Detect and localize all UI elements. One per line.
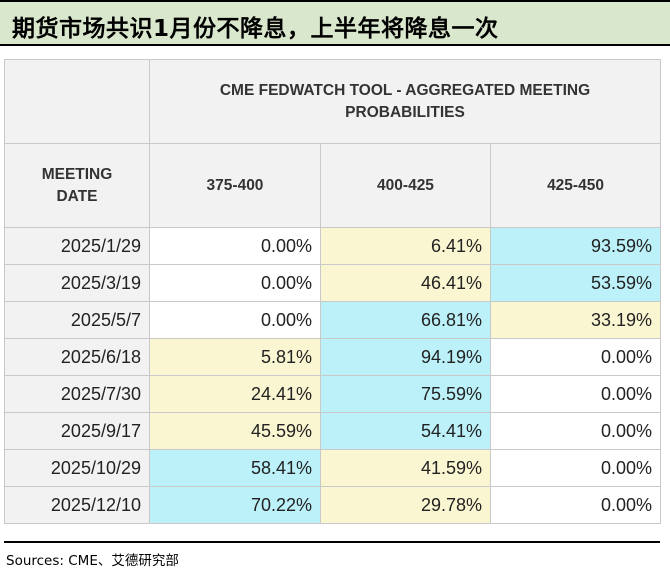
probability-cell: 46.41% xyxy=(320,264,491,302)
probability-cell: 41.59% xyxy=(320,449,491,487)
meeting-date-header: MEETING DATE xyxy=(4,143,150,228)
meeting-date-cell: 2025/6/18 xyxy=(4,338,150,376)
probability-cell: 6.41% xyxy=(320,227,491,265)
probability-cell: 0.00% xyxy=(489,412,662,450)
probability-cell: 0.00% xyxy=(149,301,321,339)
probability-cell: 5.81% xyxy=(149,338,321,376)
table-row: 2025/9/17 45.59% 54.41% 0.00% xyxy=(4,412,662,450)
fedwatch-table-container: CME FEDWATCH TOOL - AGGREGATED MEETING P… xyxy=(4,59,662,524)
column-header: 425-450 xyxy=(489,143,662,228)
column-header: 400-425 xyxy=(320,143,491,228)
meeting-date-cell: 2025/1/29 xyxy=(4,227,150,265)
table-row: 2025/10/29 58.41% 41.59% 0.00% xyxy=(4,449,662,487)
table-row: 2025/5/7 0.00% 66.81% 33.19% xyxy=(4,301,662,339)
probability-cell: 0.00% xyxy=(489,338,662,376)
meeting-date-cell: 2025/7/30 xyxy=(4,375,150,413)
meeting-date-cell: 2025/10/29 xyxy=(4,449,150,487)
probability-cell: 33.19% xyxy=(489,301,662,339)
column-header: 375-400 xyxy=(149,143,321,228)
probability-cell: 0.00% xyxy=(149,227,321,265)
probability-cell: 75.59% xyxy=(320,375,491,413)
meeting-date-cell: 2025/3/19 xyxy=(4,264,150,302)
probability-cell: 70.22% xyxy=(149,486,321,524)
probability-cell: 24.41% xyxy=(149,375,321,413)
probability-cell: 54.41% xyxy=(320,412,491,450)
title-bar: 期货市场共识1月份不降息，上半年将降息一次 xyxy=(0,0,670,46)
page-title: 期货市场共识1月份不降息，上半年将降息一次 xyxy=(12,16,499,42)
meeting-date-header-line2: DATE xyxy=(56,187,98,205)
source-note: Sources: CME、艾德研究部 xyxy=(6,553,179,569)
probability-cell: 66.81% xyxy=(320,301,491,339)
probability-cell: 45.59% xyxy=(149,412,321,450)
table-row: 2025/1/29 0.00% 6.41% 93.59% xyxy=(4,227,662,265)
table-row: 2025/6/18 5.81% 94.19% 0.00% xyxy=(4,338,662,376)
corner-cell xyxy=(4,59,150,144)
probability-cell: 0.00% xyxy=(149,264,321,302)
table-row: 2025/7/30 24.41% 75.59% 0.00% xyxy=(4,375,662,413)
probability-cell: 29.78% xyxy=(320,486,491,524)
meeting-date-cell: 2025/12/10 xyxy=(4,486,150,524)
table-row: 2025/3/19 0.00% 46.41% 53.59% xyxy=(4,264,662,302)
fedwatch-table: CME FEDWATCH TOOL - AGGREGATED MEETING P… xyxy=(4,59,662,524)
probability-cell: 0.00% xyxy=(489,375,662,413)
probability-cell: 58.41% xyxy=(149,449,321,487)
bottom-rule xyxy=(4,541,660,543)
meeting-date-cell: 2025/9/17 xyxy=(4,412,150,450)
table-body: 2025/1/29 0.00% 6.41% 93.59% 2025/3/19 0.00% 4… xyxy=(4,227,662,524)
probability-cell: 93.59% xyxy=(489,227,662,265)
probability-cell: 0.00% xyxy=(489,486,662,524)
probability-cell: 53.59% xyxy=(489,264,662,302)
meeting-date-cell: 2025/5/7 xyxy=(4,301,150,339)
group-header: CME FEDWATCH TOOL - AGGREGATED MEETING P… xyxy=(148,59,662,144)
probability-cell: 94.19% xyxy=(320,338,491,376)
meeting-date-header-line1: MEETING xyxy=(41,165,113,183)
table-row: 2025/12/10 70.22% 29.78% 0.00% xyxy=(4,486,662,524)
probability-cell: 0.00% xyxy=(489,449,662,487)
